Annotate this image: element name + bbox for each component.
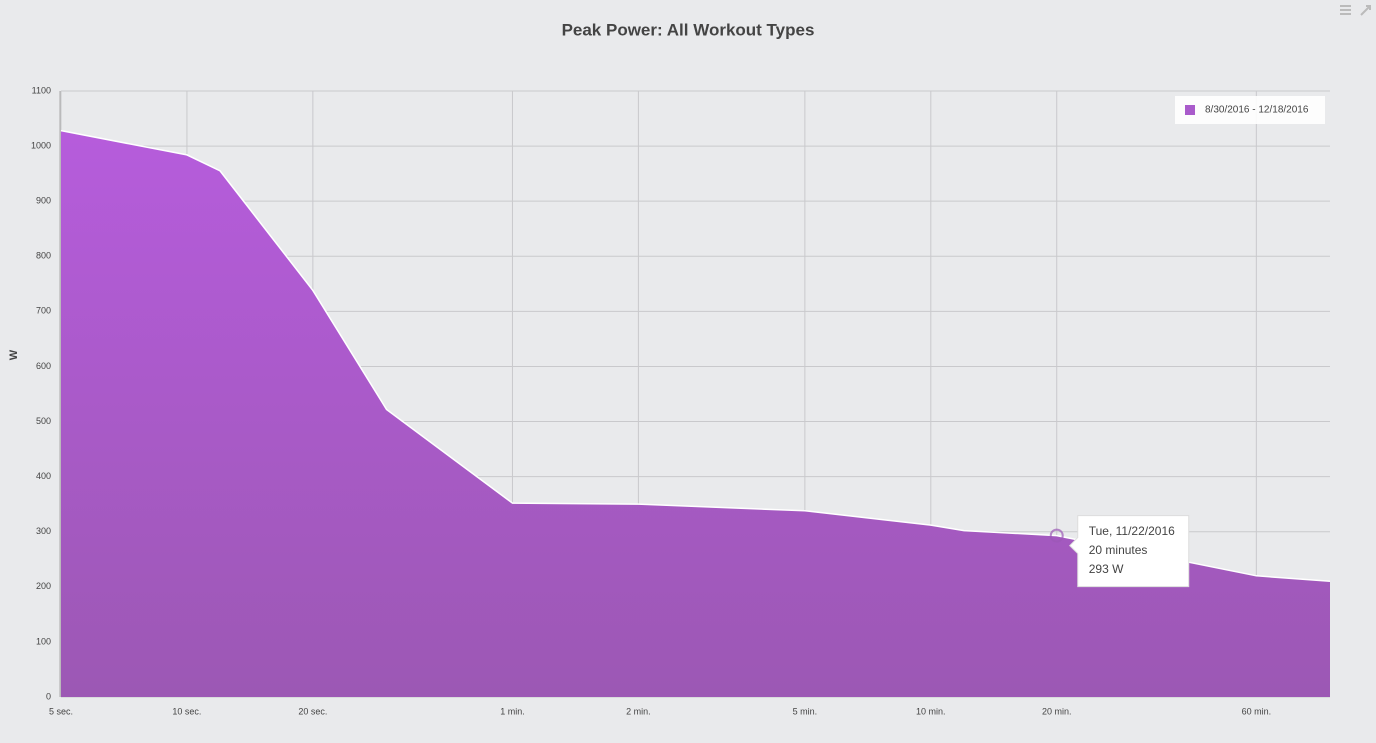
tooltip-line: Tue, 11/22/2016 — [1089, 524, 1175, 538]
x-tick-label: 20 sec. — [298, 706, 327, 716]
y-tick-label: 200 — [36, 581, 51, 591]
expand-icon[interactable] — [1360, 5, 1371, 16]
y-tick-label: 1000 — [31, 140, 51, 150]
legend-box — [1175, 96, 1325, 124]
menu-icon[interactable] — [1340, 5, 1351, 15]
y-tick-label: 500 — [36, 416, 51, 426]
tooltip-box — [1069, 515, 1190, 588]
area — [61, 130, 1330, 697]
y-tick-label: 700 — [36, 306, 51, 316]
y-tick-label: 400 — [36, 471, 51, 481]
x-tick-label: 20 min. — [1042, 706, 1072, 716]
y-tick-label: 0 — [46, 691, 51, 701]
y-tick-label: 800 — [36, 251, 51, 261]
legend-swatch — [1185, 105, 1195, 115]
x-tick-label: 5 min. — [793, 706, 818, 716]
chart-title: Peak Power: All Workout Types — [562, 20, 815, 39]
x-tick-label: 1 min. — [500, 706, 525, 716]
y-tick-label: 100 — [36, 636, 51, 646]
x-tick-label: 2 min. — [626, 706, 651, 716]
x-tick-label: 10 sec. — [172, 706, 201, 716]
tooltip-line: 293 W — [1089, 562, 1124, 576]
area-line — [60, 129, 1331, 583]
y-tick-label: 1100 — [32, 85, 51, 95]
legend-label: 8/30/2016 - 12/18/2016 — [1205, 105, 1309, 116]
y-tick-label: 600 — [36, 361, 51, 371]
x-tick-label: 10 min. — [916, 706, 946, 716]
x-tick-label: 60 min. — [1242, 706, 1272, 716]
y-axis-label: W — [8, 349, 20, 360]
y-tick-label: 900 — [36, 196, 51, 206]
y-tick-label: 300 — [36, 526, 51, 536]
x-tick-label: 5 sec. — [49, 706, 73, 716]
hover-marker — [1049, 528, 1064, 543]
tooltip-line: 20 minutes — [1089, 543, 1148, 557]
